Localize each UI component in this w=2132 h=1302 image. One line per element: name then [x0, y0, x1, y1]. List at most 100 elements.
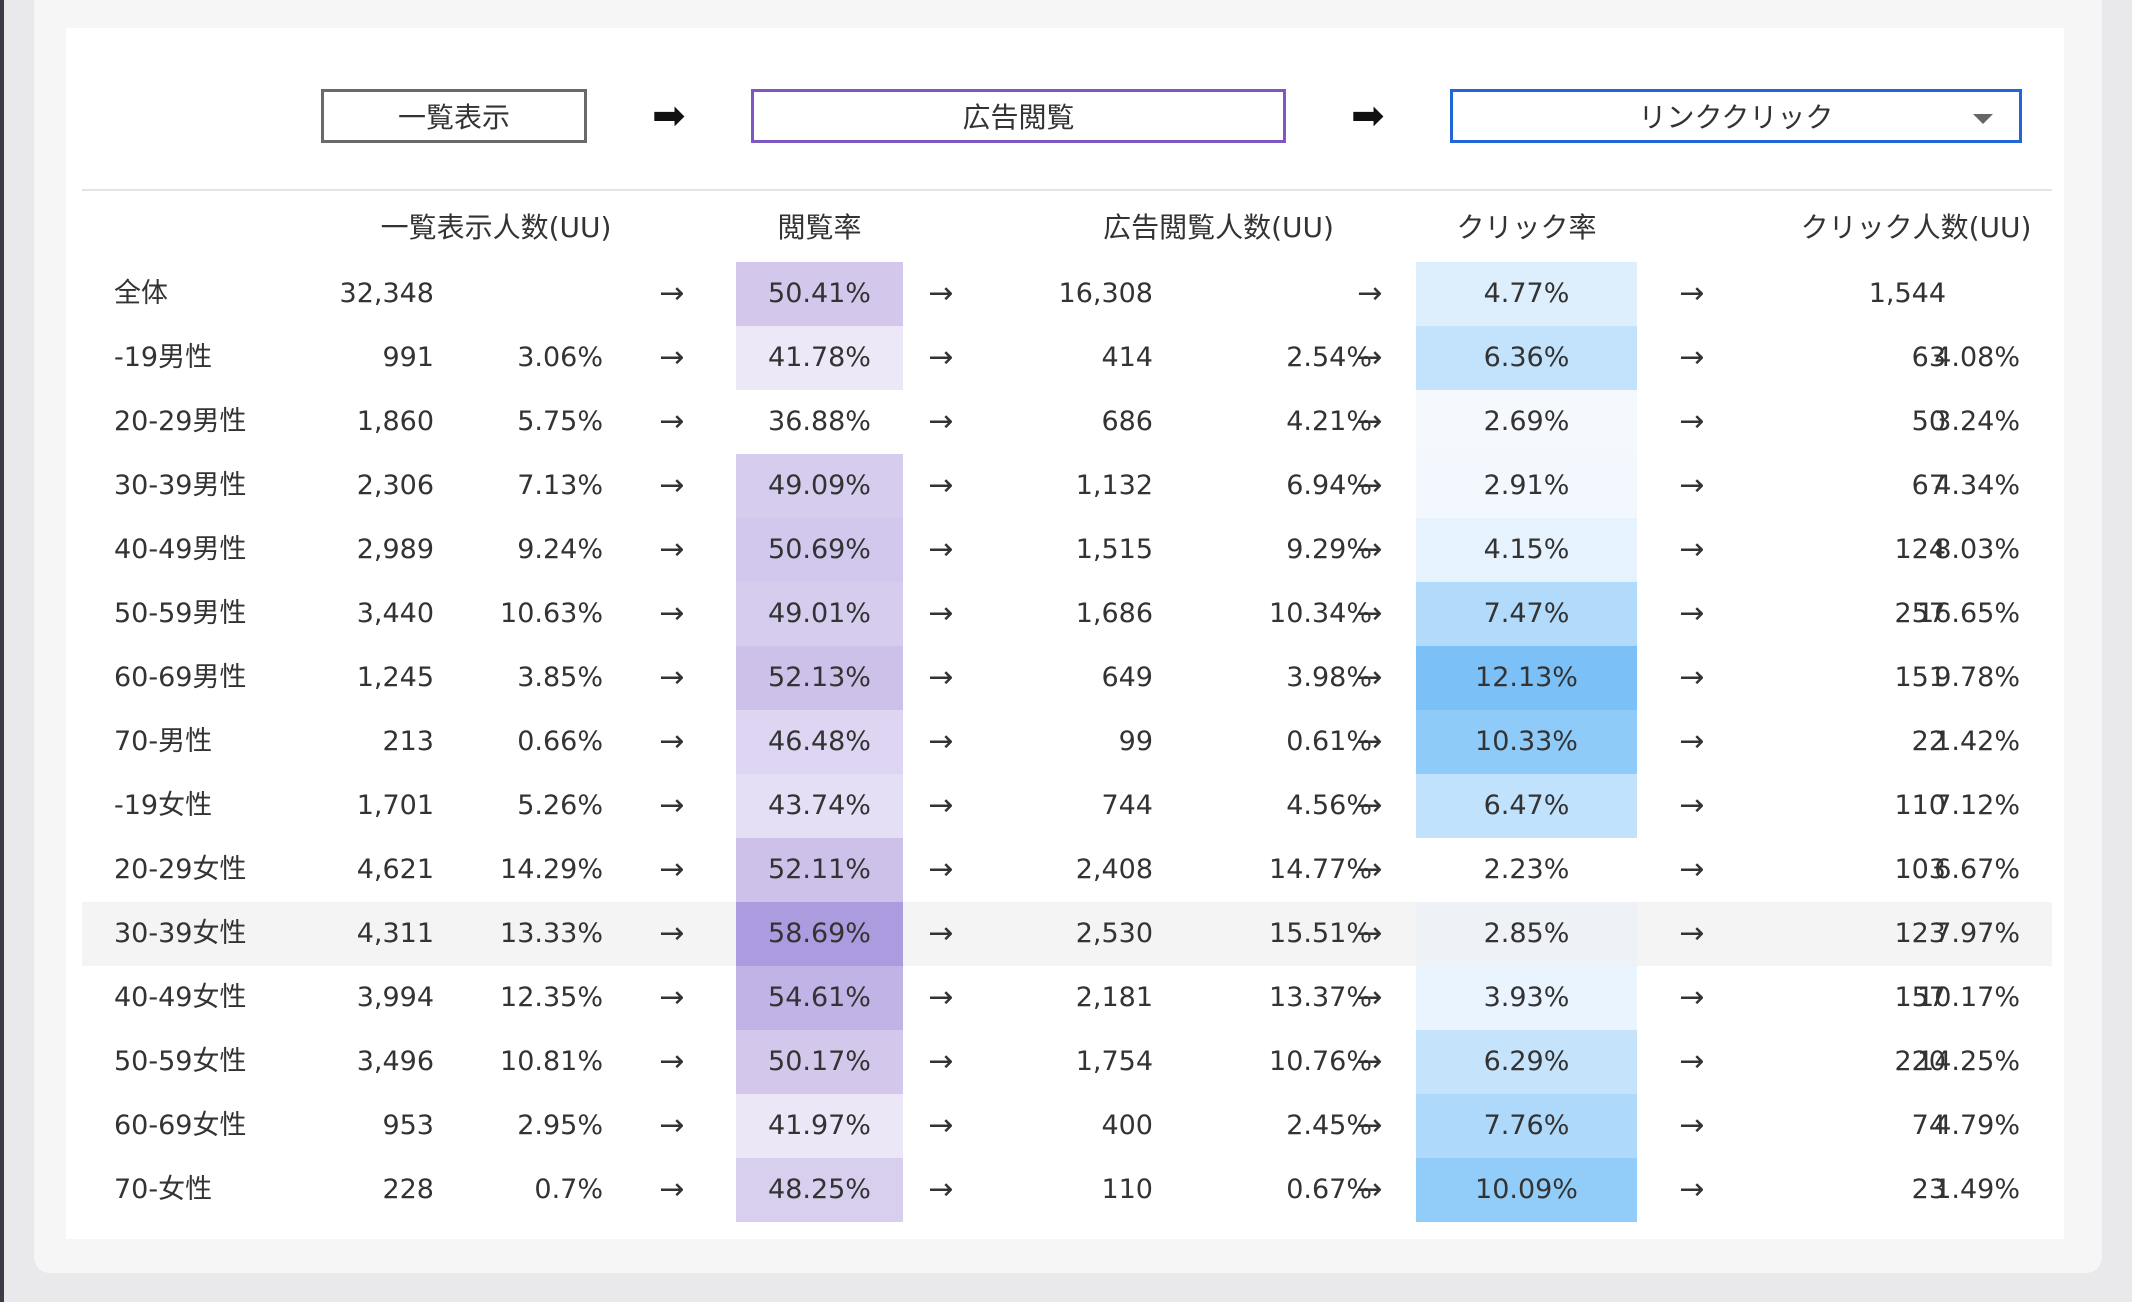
segment-label: 30-39女性 [114, 918, 247, 949]
arrow-icon: → [1679, 724, 1705, 759]
stage-ad-view: 広告閲覧 [751, 89, 1286, 143]
arrow-icon: → [1679, 532, 1705, 567]
funnel-panel: 一覧表示 ➡ 広告閲覧 ➡ リンククリック 一覧表示人数(UU) 閲覧率 広告閲… [66, 28, 2064, 1239]
arrow-icon: → [659, 852, 685, 887]
view-rate-cell: 52.11% [736, 838, 903, 902]
table-row: 40-49男性 2,989 9.24% → 50.69% → 1,515 9.2… [82, 518, 2052, 582]
stage-link-click-dropdown[interactable]: リンククリック [1450, 89, 2022, 143]
window-edge [0, 0, 4, 1302]
arrow-icon: → [659, 468, 685, 503]
table-row: 40-49女性 3,994 12.35% → 54.61% → 2,181 13… [82, 966, 2052, 1030]
arrow-icon: → [659, 532, 685, 567]
ad-uu-value: 1,754 [1075, 1046, 1153, 1077]
click-uu-value: 220 [1894, 1046, 1946, 1077]
segment-label: 60-69女性 [114, 1110, 247, 1141]
ad-uu-value: 99 [1118, 726, 1153, 757]
ad-uu-value: 414 [1101, 342, 1153, 373]
arrow-icon: → [928, 916, 954, 951]
list-uu-share: 12.35% [500, 982, 603, 1013]
arrow-icon: → [928, 1044, 954, 1079]
ad-uu-value: 744 [1101, 790, 1153, 821]
click-rate-cell: 6.47% [1416, 774, 1637, 838]
list-uu-share: 13.33% [500, 918, 603, 949]
header-list-uu: 一覧表示人数(UU) [380, 211, 612, 244]
ad-uu-share: 13.37% [1269, 982, 1372, 1013]
list-uu-value: 1,701 [356, 790, 434, 821]
click-uu-value: 23 [1911, 1174, 1946, 1205]
header-ad-uu: 広告閲覧人数(UU) [1103, 211, 1334, 244]
click-rate-cell: 4.77% [1416, 262, 1637, 326]
ad-uu-share: 4.21% [1286, 406, 1372, 437]
arrow-icon: → [1357, 276, 1383, 311]
ad-uu-value: 2,530 [1075, 918, 1153, 949]
ad-uu-value: 400 [1101, 1110, 1153, 1141]
click-uu-value: 123 [1894, 918, 1946, 949]
list-uu-value: 2,306 [356, 470, 434, 501]
click-uu-share: 9.78% [1934, 662, 2020, 693]
list-uu-value: 1,245 [356, 662, 434, 693]
stage-list-view: 一覧表示 [321, 89, 587, 143]
ad-uu-share: 2.45% [1286, 1110, 1372, 1141]
list-uu-share: 3.85% [517, 662, 603, 693]
arrow-icon: → [659, 916, 685, 951]
arrow-icon: → [1357, 660, 1383, 695]
stage-arrow-icon: ➡ [652, 93, 686, 139]
list-uu-share [452, 262, 603, 326]
ad-uu-share [1172, 262, 1372, 326]
arrow-icon: → [1679, 468, 1705, 503]
click-rate-cell: 6.29% [1416, 1030, 1637, 1094]
click-uu-share [1870, 262, 2020, 326]
view-rate-cell: 41.78% [736, 326, 903, 390]
view-rate-cell: 46.48% [736, 710, 903, 774]
click-rate-cell: 2.69% [1416, 390, 1637, 454]
list-uu-share: 5.26% [517, 790, 603, 821]
arrow-icon: → [928, 340, 954, 375]
list-uu-share: 10.63% [500, 598, 603, 629]
segment-label: 40-49男性 [114, 534, 247, 565]
ad-uu-share: 0.61% [1286, 726, 1372, 757]
view-rate-cell: 41.97% [736, 1094, 903, 1158]
arrow-icon: → [1679, 980, 1705, 1015]
arrow-icon: → [1357, 788, 1383, 823]
arrow-icon: → [928, 1172, 954, 1207]
list-uu-value: 2,989 [356, 534, 434, 565]
arrow-icon: → [1357, 1108, 1383, 1143]
arrow-icon: → [659, 276, 685, 311]
arrow-icon: → [1357, 468, 1383, 503]
segment-label: 20-29男性 [114, 406, 247, 437]
view-rate-cell: 54.61% [736, 966, 903, 1030]
arrow-icon: → [928, 532, 954, 567]
segment-label: 50-59女性 [114, 1046, 247, 1077]
click-rate-cell: 10.33% [1416, 710, 1637, 774]
arrow-icon: → [1679, 1044, 1705, 1079]
arrow-icon: → [1679, 596, 1705, 631]
arrow-icon: → [1357, 852, 1383, 887]
list-uu-share: 2.95% [517, 1110, 603, 1141]
list-uu-value: 4,311 [356, 918, 434, 949]
click-uu-share: 4.08% [1934, 342, 2020, 373]
ad-uu-value: 110 [1101, 1174, 1153, 1205]
click-rate-cell: 2.85% [1416, 902, 1637, 966]
view-rate-cell: 49.09% [736, 454, 903, 518]
list-uu-share: 7.13% [517, 470, 603, 501]
click-uu-value: 67 [1911, 470, 1946, 501]
ad-uu-value: 649 [1101, 662, 1153, 693]
arrow-icon: → [1679, 852, 1705, 887]
ad-uu-value: 2,181 [1075, 982, 1153, 1013]
stage-list-view-label: 一覧表示 [397, 101, 510, 134]
header-click-rate: クリック率 [1456, 211, 1597, 244]
click-uu-share: 6.67% [1934, 854, 2020, 885]
list-uu-share: 0.7% [534, 1174, 603, 1205]
click-rate-cell: 4.15% [1416, 518, 1637, 582]
list-uu-share: 9.24% [517, 534, 603, 565]
click-rate-cell: 3.93% [1416, 966, 1637, 1030]
arrow-icon: → [659, 596, 685, 631]
table-row: 60-69女性 953 2.95% → 41.97% → 400 2.45% →… [82, 1094, 2052, 1158]
list-uu-share: 10.81% [500, 1046, 603, 1077]
list-uu-value: 3,440 [356, 598, 434, 629]
ad-uu-value: 686 [1101, 406, 1153, 437]
click-uu-share: 3.24% [1934, 406, 2020, 437]
ad-uu-share: 2.54% [1286, 342, 1372, 373]
list-uu-value: 32,348 [339, 278, 434, 309]
arrow-icon: → [1679, 916, 1705, 951]
